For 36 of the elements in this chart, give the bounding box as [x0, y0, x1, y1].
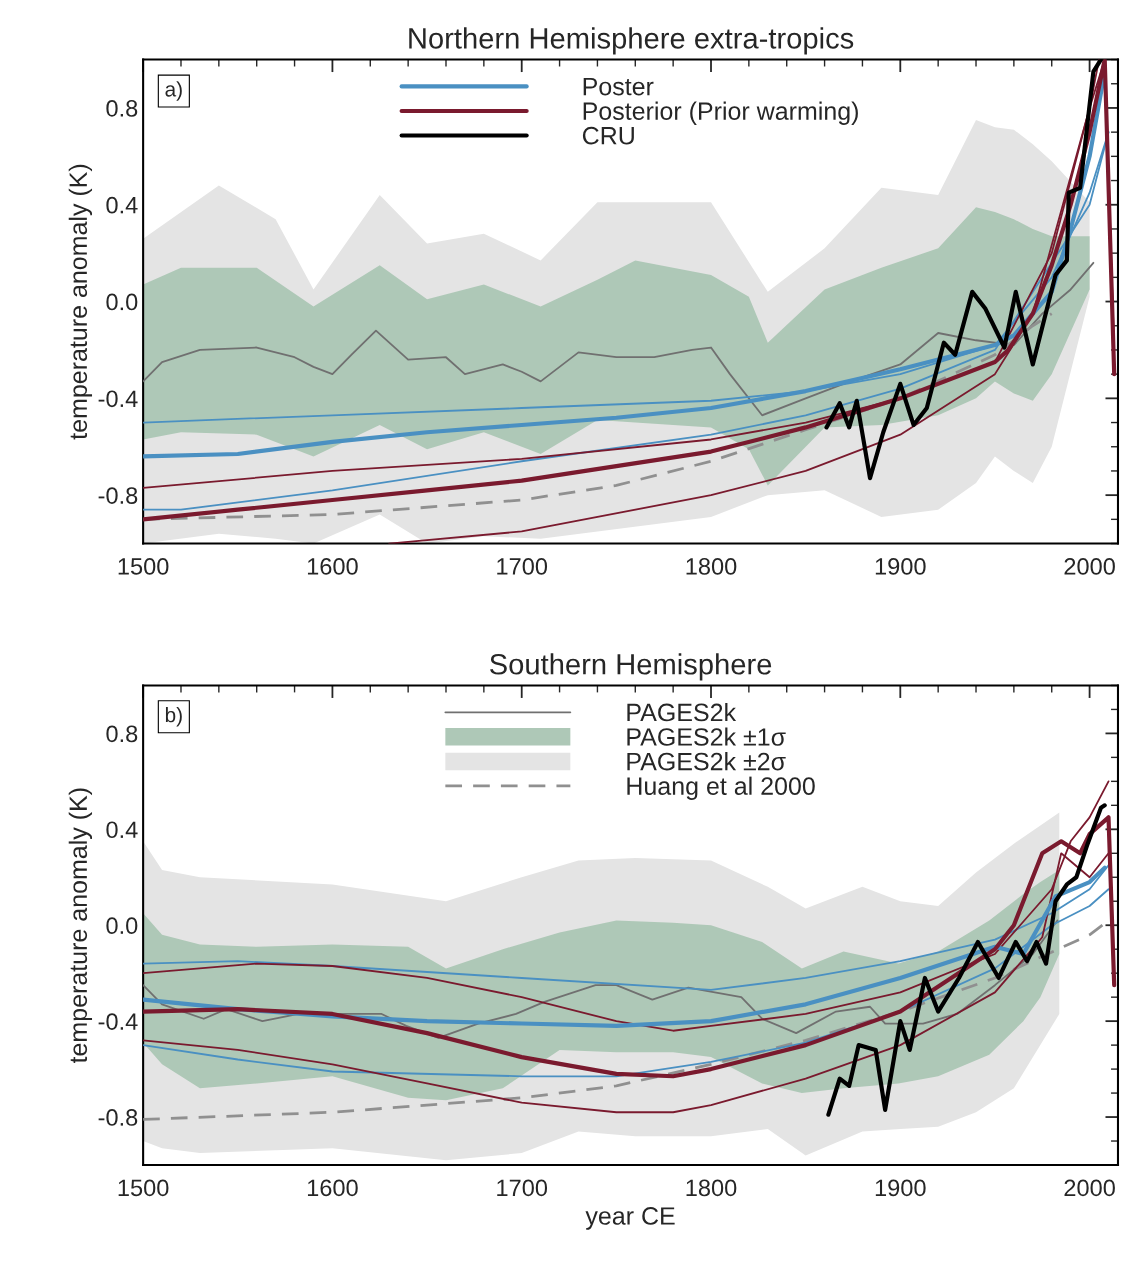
x-tick-label: 1600 — [307, 558, 358, 575]
legend-label: CRU — [582, 126, 634, 145]
legend-label: Posterior (Prior warming) — [583, 101, 858, 125]
chart-title: Northern Hemisphere extra-tropics — [409, 27, 854, 55]
x-axis-title: year CE — [585, 1207, 675, 1230]
x-tick-label: 2000 — [1064, 1179, 1115, 1197]
x-tick-label: 1600 — [307, 1179, 358, 1197]
y-tick-label: 0.0 — [106, 917, 138, 935]
x-tick-label: 1900 — [875, 558, 926, 575]
x-tick-label: 1700 — [497, 1179, 548, 1197]
y-tick-label: -0.8 — [98, 1109, 138, 1126]
x-tick-label: 1800 — [686, 558, 737, 575]
x-tick-label: 1800 — [686, 1179, 737, 1197]
y-tick-label: 0.4 — [106, 821, 138, 839]
x-tick-label: 1500 — [118, 1179, 169, 1197]
legend-label: Poster — [583, 77, 654, 96]
y-tick-label: 0.0 — [106, 293, 138, 311]
y-axis-title: temperature anomaly (K) — [68, 788, 93, 1064]
legend-label: PAGES2k ±1σ — [627, 727, 786, 746]
y-tick-label: 0.8 — [106, 725, 138, 743]
x-tick-label: 1500 — [118, 558, 169, 575]
y-tick-label: 0.4 — [106, 196, 138, 214]
x-tick-label: 1700 — [497, 558, 548, 575]
x-tick-label: 2000 — [1064, 558, 1115, 575]
y-tick-label: -0.8 — [98, 487, 138, 504]
x-tick-label: 1900 — [875, 1179, 926, 1197]
chart-title: Southern Hemisphere — [490, 653, 772, 681]
annotation: b) — [165, 707, 182, 727]
legend-label: Huang et al 2000 — [627, 776, 815, 800]
y-axis-title: temperature anomaly (K) — [68, 164, 93, 440]
y-tick-label: -0.4 — [98, 390, 138, 408]
annotation: a) — [165, 81, 182, 101]
legend-label: PAGES2k — [627, 702, 737, 722]
y-tick-label: -0.4 — [98, 1013, 138, 1030]
y-tick-label: 0.8 — [106, 100, 138, 117]
legend-label: PAGES2k ±2σ — [627, 752, 786, 771]
